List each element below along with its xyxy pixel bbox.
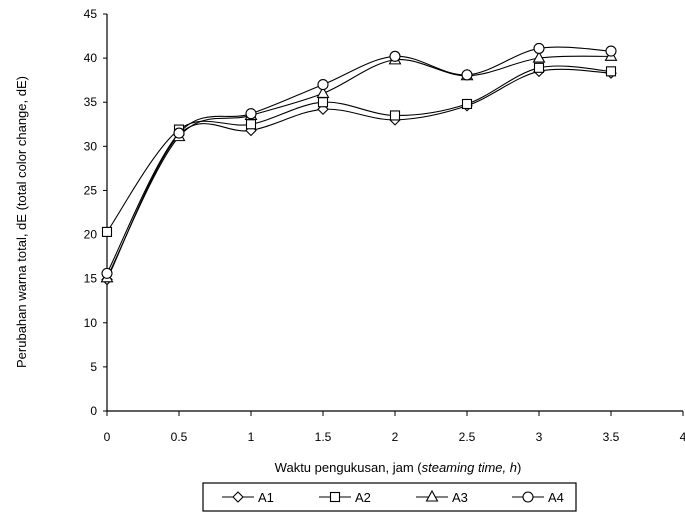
x-axis-ticks: 0 0.5 1 1.5 2 2.5 3 3.5 4 xyxy=(104,411,685,444)
legend-label-a4: A4 xyxy=(548,490,564,505)
data-point-a2 xyxy=(101,226,113,237)
y-tick-label: 35 xyxy=(84,95,98,109)
data-point-a2 xyxy=(605,66,617,77)
x-tick-label: 4 xyxy=(680,430,685,444)
series-line-a1 xyxy=(106,68,612,280)
data-point-a4 xyxy=(461,69,473,81)
data-point-a3 xyxy=(316,86,330,98)
data-point-a4 xyxy=(245,108,257,120)
x-tick-label: 0.5 xyxy=(171,430,188,444)
legend-label-a2: A2 xyxy=(355,490,371,505)
y-tick-label: 15 xyxy=(84,272,98,286)
x-tick-label: 1.5 xyxy=(315,430,332,444)
legend-label-a1: A1 xyxy=(258,490,274,505)
axes xyxy=(106,14,683,412)
x-tick-label: 2 xyxy=(392,430,399,444)
legend-marker-a3 xyxy=(425,489,439,502)
series-a3 xyxy=(100,49,618,283)
series-a1 xyxy=(101,65,617,286)
series-layer xyxy=(100,42,618,286)
series-line-a2 xyxy=(106,65,612,233)
legend-marker-a1 xyxy=(232,491,244,503)
series-line-a4 xyxy=(106,46,612,274)
y-tick-label: 0 xyxy=(90,404,97,418)
x-axis-title: Waktu pengukusan, jam (steaming time, h) xyxy=(275,460,522,475)
y-axis-ticks: 0 5 10 15 20 25 30 35 40 45 xyxy=(84,7,107,418)
data-point-a4 xyxy=(317,79,329,91)
y-tick-label: 20 xyxy=(84,228,98,242)
legend-marker-a4 xyxy=(522,491,534,503)
y-axis-title: Perubahan warna total, dE (total color c… xyxy=(14,76,29,368)
data-point-a4 xyxy=(389,50,401,62)
data-point-a2 xyxy=(245,119,257,130)
y-tick-label: 25 xyxy=(84,183,98,197)
x-tick-label: 1 xyxy=(248,430,255,444)
legend-marker-a2 xyxy=(329,491,341,503)
data-point-a2 xyxy=(317,97,329,108)
x-tick-label: 0 xyxy=(104,430,111,444)
series-a4 xyxy=(101,42,617,279)
x-tick-label: 2.5 xyxy=(459,430,476,444)
y-tick-label: 30 xyxy=(84,139,98,153)
series-line-a3 xyxy=(106,55,612,279)
x-tick-label: 3 xyxy=(536,430,543,444)
data-point-a4 xyxy=(605,45,617,57)
x-tick-label: 3.5 xyxy=(603,430,620,444)
legend-label-a3: A3 xyxy=(452,490,468,505)
y-tick-label: 5 xyxy=(90,360,97,374)
data-point-a4 xyxy=(533,42,545,54)
y-tick-label: 45 xyxy=(84,7,98,21)
x-axis-title-end: ) xyxy=(517,460,521,475)
y-tick-label: 10 xyxy=(84,316,98,330)
x-axis-title-italic: steaming time, h xyxy=(422,460,517,475)
data-point-a4 xyxy=(101,267,113,279)
series-a2 xyxy=(101,62,617,237)
legend: A1 A2 A3 A4 xyxy=(202,482,577,512)
data-point-a4 xyxy=(173,127,185,139)
data-point-a2 xyxy=(389,110,401,121)
y-tick-label: 40 xyxy=(84,51,98,65)
data-point-a2 xyxy=(533,62,545,73)
data-point-a3 xyxy=(532,50,546,63)
data-point-a2 xyxy=(461,98,473,110)
x-axis-title-main: Waktu pengukusan, jam ( xyxy=(275,460,423,475)
